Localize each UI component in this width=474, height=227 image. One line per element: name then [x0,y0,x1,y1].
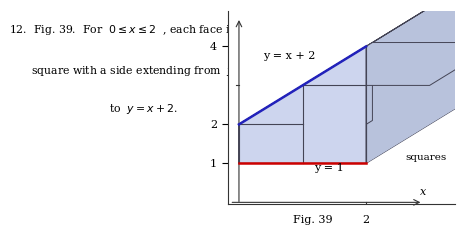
Polygon shape [239,103,337,124]
Text: y = 1: y = 1 [314,163,344,173]
Polygon shape [366,0,471,163]
Polygon shape [302,42,373,163]
Text: 2: 2 [363,215,370,225]
Text: Fig. 39: Fig. 39 [293,215,333,225]
Text: x: x [420,187,426,197]
Text: squares: squares [405,153,447,162]
Text: 12.  Fig. 39.  For  $0 \leq x \leq 2$  , each face is a: 12. Fig. 39. For $0 \leq x \leq 2$ , eac… [9,23,246,37]
Polygon shape [239,99,471,163]
Polygon shape [302,42,474,85]
Polygon shape [239,103,274,163]
Polygon shape [239,47,366,163]
Text: to  $y = x + 2$.: to $y = x + 2$. [109,102,178,116]
Text: y = x + 2: y = x + 2 [263,51,316,61]
Polygon shape [239,0,471,124]
Text: square with a side extending from  $y = 1$: square with a side extending from $y = 1… [31,64,255,78]
Polygon shape [239,47,366,163]
